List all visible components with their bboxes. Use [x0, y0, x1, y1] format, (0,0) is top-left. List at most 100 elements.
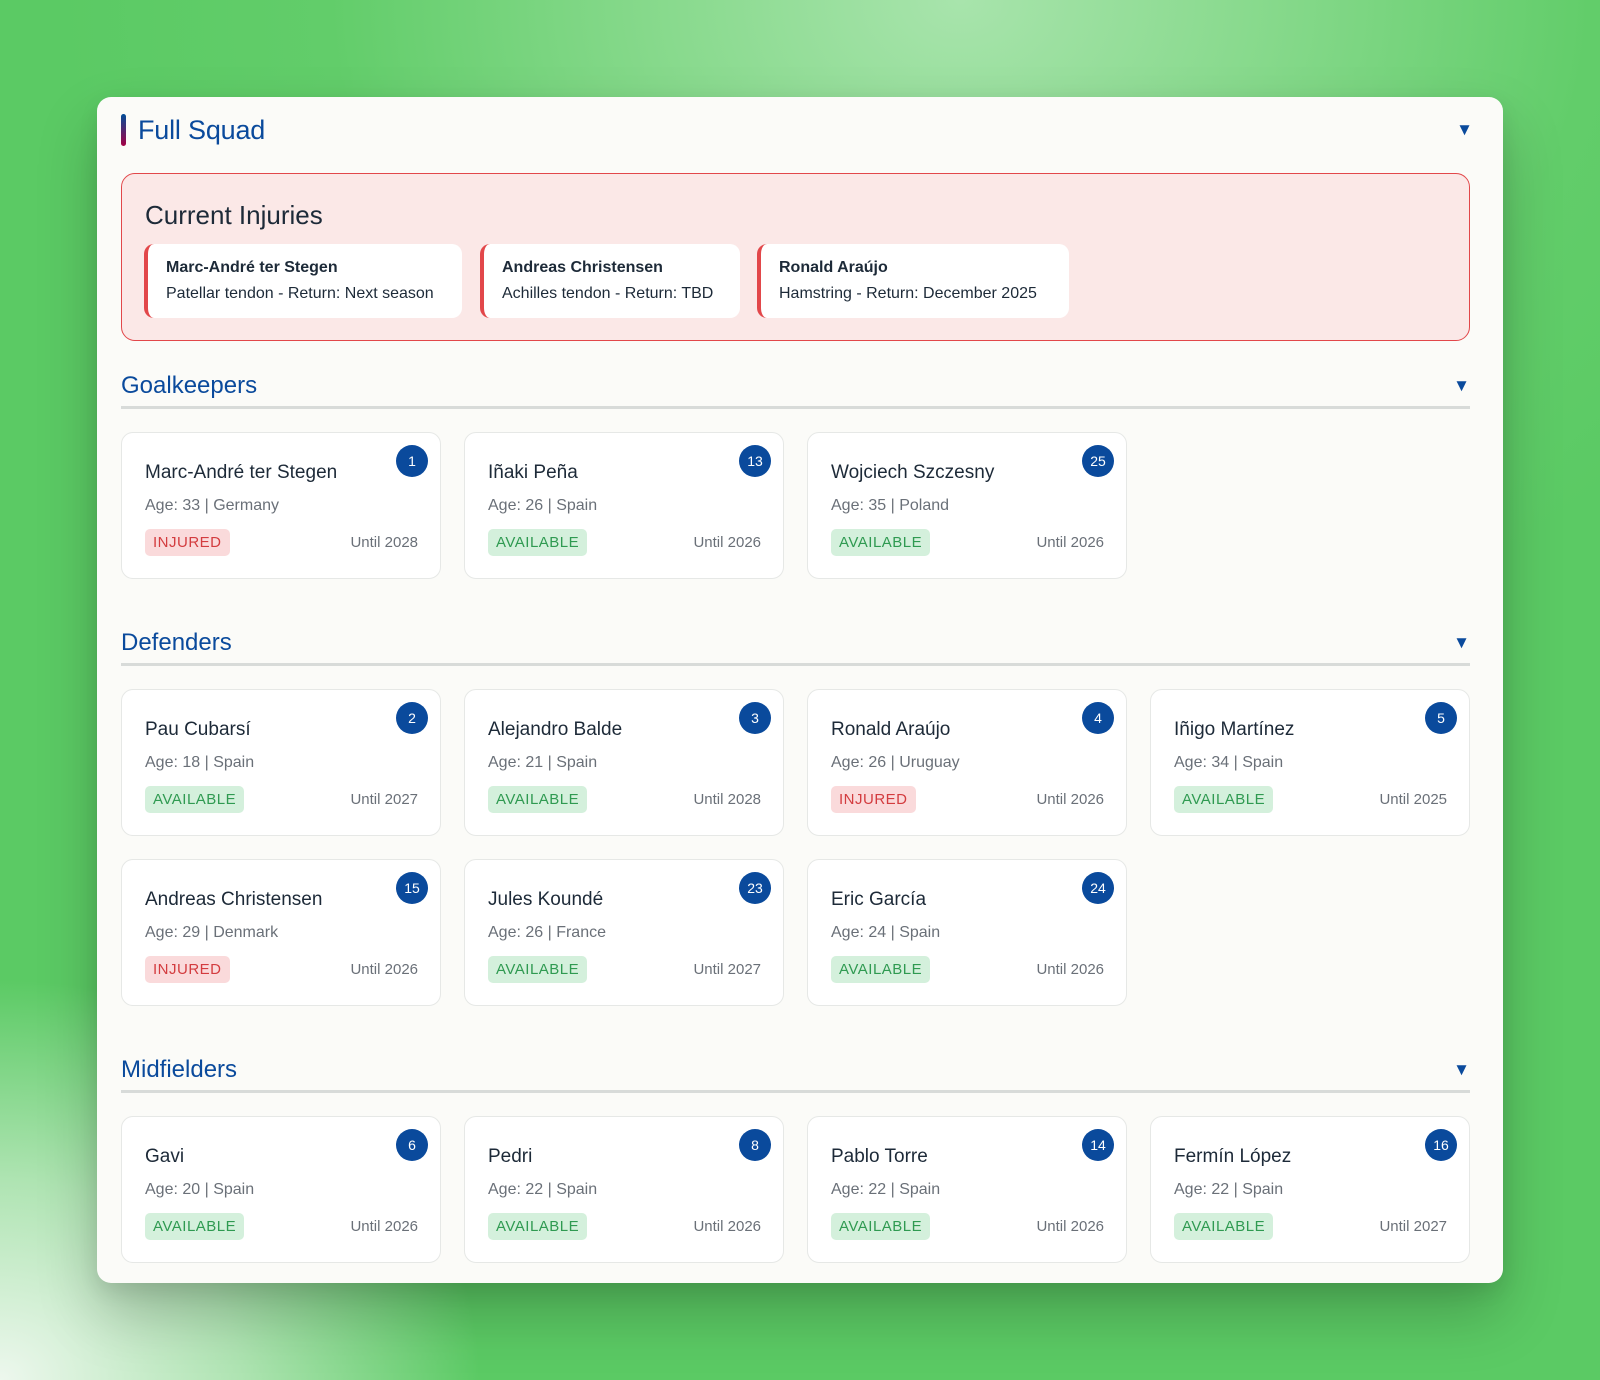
contract-end: Until 2026 [1036, 791, 1104, 808]
player-card[interactable]: 8 Pedri Age: 22 | Spain AVAILABLE Until … [464, 1116, 784, 1263]
jersey-number-badge: 2 [396, 702, 428, 734]
section-header[interactable]: Goalkeepers ▼ [121, 365, 1470, 409]
chevron-down-icon[interactable]: ▼ [1453, 632, 1470, 652]
contract-end: Until 2026 [693, 534, 761, 551]
section-defenders: Defenders ▼ 2 Pau Cubarsí Age: 18 | Spai… [121, 622, 1470, 1006]
injury-player-name: Ronald Araújo [779, 259, 888, 276]
player-card[interactable]: 4 Ronald Araújo Age: 26 | Uruguay INJURE… [807, 689, 1127, 836]
jersey-number-badge: 25 [1082, 445, 1114, 477]
chevron-down-icon[interactable]: ▼ [1453, 375, 1470, 395]
player-card[interactable]: 23 Jules Koundé Age: 26 | France AVAILAB… [464, 859, 784, 1006]
player-meta: Age: 24 | Spain [831, 924, 941, 941]
player-name: Andreas Christensen [145, 889, 323, 910]
player-name: Ronald Araújo [831, 719, 951, 740]
status-badge: INJURED [145, 529, 230, 556]
contract-end: Until 2025 [1379, 791, 1447, 808]
jersey-number-badge: 5 [1425, 702, 1457, 734]
status-badge: AVAILABLE [1174, 1213, 1274, 1240]
jersey-number-badge: 13 [739, 445, 771, 477]
section-header[interactable]: Defenders ▼ [121, 622, 1470, 666]
player-name: Iñigo Martínez [1174, 719, 1295, 740]
section-goalkeepers: Goalkeepers ▼ 1 Marc-André ter Stegen Ag… [121, 365, 1470, 579]
player-card[interactable]: 16 Fermín López Age: 22 | Spain AVAILABL… [1150, 1116, 1470, 1263]
player-meta: Age: 35 | Poland [831, 497, 950, 514]
player-meta: Age: 18 | Spain [145, 754, 255, 771]
injury-card: Andreas Christensen Achilles tendon - Re… [480, 244, 740, 318]
status-badge: AVAILABLE [145, 1213, 245, 1240]
player-card[interactable]: 13 Iñaki Peña Age: 26 | Spain AVAILABLE … [464, 432, 784, 579]
section-midfielders: Midfielders ▼ 6 Gavi Age: 20 | Spain AVA… [121, 1049, 1470, 1263]
status-badge: AVAILABLE [831, 1213, 931, 1240]
chevron-down-icon[interactable]: ▼ [1453, 1059, 1470, 1079]
contract-end: Until 2026 [1036, 534, 1104, 551]
section-title: Defenders [121, 628, 232, 656]
jersey-number-badge: 16 [1425, 1129, 1457, 1161]
injury-detail: Patellar tendon - Return: Next season [166, 285, 434, 302]
player-card[interactable]: 2 Pau Cubarsí Age: 18 | Spain AVAILABLE … [121, 689, 441, 836]
jersey-number-badge: 24 [1082, 872, 1114, 904]
player-card[interactable]: 1 Marc-André ter Stegen Age: 33 | German… [121, 432, 441, 579]
status-badge: INJURED [145, 956, 230, 983]
contract-end: Until 2026 [1036, 961, 1104, 978]
chevron-down-icon[interactable]: ▼ [1456, 120, 1473, 139]
accent-bar [121, 114, 126, 146]
player-meta: Age: 22 | Spain [488, 1181, 598, 1198]
jersey-number-badge: 4 [1082, 702, 1114, 734]
section-title: Goalkeepers [121, 371, 258, 399]
player-card[interactable]: 24 Eric García Age: 24 | Spain AVAILABLE… [807, 859, 1127, 1006]
player-meta: Age: 26 | Spain [488, 497, 598, 514]
player-meta: Age: 20 | Spain [145, 1181, 255, 1198]
player-card[interactable]: 6 Gavi Age: 20 | Spain AVAILABLE Until 2… [121, 1116, 441, 1263]
status-badge: INJURED [831, 786, 916, 813]
injury-card: Ronald Araújo Hamstring - Return: Decemb… [757, 244, 1069, 318]
player-meta: Age: 22 | Spain [1174, 1181, 1284, 1198]
injury-player-name: Andreas Christensen [502, 259, 663, 276]
page-title: Full Squad [138, 114, 266, 145]
contract-end: Until 2027 [350, 791, 418, 808]
contract-end: Until 2028 [693, 791, 761, 808]
injury-player-name: Marc-André ter Stegen [166, 259, 338, 276]
injury-detail: Hamstring - Return: December 2025 [779, 285, 1037, 302]
squad-panel: Full Squad ▼ Current Injuries Marc-André… [97, 97, 1503, 1283]
contract-end: Until 2026 [350, 1218, 418, 1235]
status-badge: AVAILABLE [488, 786, 588, 813]
player-name: Jules Koundé [488, 889, 604, 910]
player-meta: Age: 29 | Denmark [145, 924, 279, 941]
injury-detail: Achilles tendon - Return: TBD [502, 285, 714, 302]
contract-end: Until 2026 [350, 961, 418, 978]
status-badge: AVAILABLE [488, 529, 588, 556]
jersey-number-badge: 14 [1082, 1129, 1114, 1161]
status-badge: AVAILABLE [831, 529, 931, 556]
section-title: Midfielders [121, 1055, 238, 1083]
section-header[interactable]: Midfielders ▼ [121, 1049, 1470, 1093]
contract-end: Until 2026 [1036, 1218, 1104, 1235]
player-name: Pablo Torre [831, 1146, 928, 1167]
player-name: Gavi [145, 1146, 185, 1167]
player-card[interactable]: 15 Andreas Christensen Age: 29 | Denmark… [121, 859, 441, 1006]
squad-header[interactable]: Full Squad ▼ [121, 113, 1473, 147]
player-name: Eric García [831, 889, 927, 910]
player-name: Pedri [488, 1146, 533, 1167]
player-card[interactable]: 3 Alejandro Balde Age: 21 | Spain AVAILA… [464, 689, 784, 836]
player-card[interactable]: 14 Pablo Torre Age: 22 | Spain AVAILABLE… [807, 1116, 1127, 1263]
player-meta: Age: 26 | France [488, 924, 606, 941]
player-card[interactable]: 25 Wojciech Szczesny Age: 35 | Poland AV… [807, 432, 1127, 579]
contract-end: Until 2027 [1379, 1218, 1447, 1235]
injury-card: Marc-André ter Stegen Patellar tendon - … [144, 244, 462, 318]
contract-end: Until 2028 [350, 534, 418, 551]
player-name: Marc-André ter Stegen [145, 462, 338, 483]
player-name: Pau Cubarsí [145, 719, 251, 740]
player-card[interactable]: 5 Iñigo Martínez Age: 34 | Spain AVAILAB… [1150, 689, 1470, 836]
jersey-number-badge: 6 [396, 1129, 428, 1161]
status-badge: AVAILABLE [1174, 786, 1274, 813]
player-name: Iñaki Peña [488, 462, 578, 483]
status-badge: AVAILABLE [488, 956, 588, 983]
player-meta: Age: 26 | Uruguay [831, 754, 960, 771]
player-name: Fermín López [1174, 1146, 1292, 1167]
jersey-number-badge: 8 [739, 1129, 771, 1161]
jersey-number-badge: 23 [739, 872, 771, 904]
contract-end: Until 2027 [693, 961, 761, 978]
player-name: Alejandro Balde [488, 719, 623, 740]
status-badge: AVAILABLE [831, 956, 931, 983]
injuries-title: Current Injuries [145, 200, 323, 230]
